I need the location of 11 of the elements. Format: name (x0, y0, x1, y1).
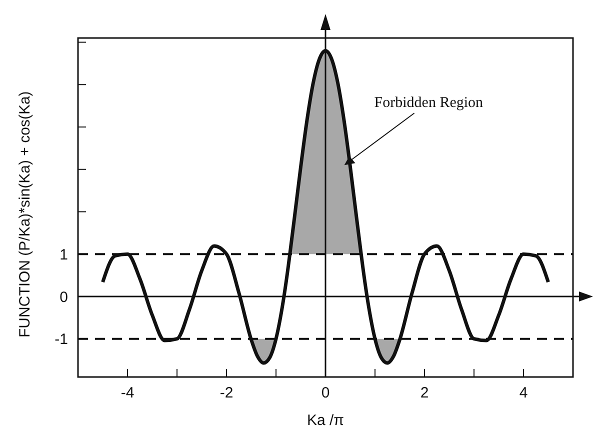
y-tick-label: -1 (54, 331, 68, 348)
x-tick-label: 0 (321, 384, 330, 402)
x-tick-label: -4 (120, 384, 134, 402)
x-axis-title: Ka /π (306, 412, 344, 429)
x-tick-label: 4 (519, 384, 528, 402)
annotation: Forbidden Region (374, 95, 484, 112)
y-tick-label: 1 (60, 246, 68, 264)
y-axis-title: FUNCTION (P/Ka)*sin(Ka) + cos(Ka) (16, 91, 34, 338)
x-tick-label: -2 (220, 384, 234, 402)
x-tick-label: 2 (420, 384, 429, 402)
y-tick-label: 0 (60, 288, 68, 306)
